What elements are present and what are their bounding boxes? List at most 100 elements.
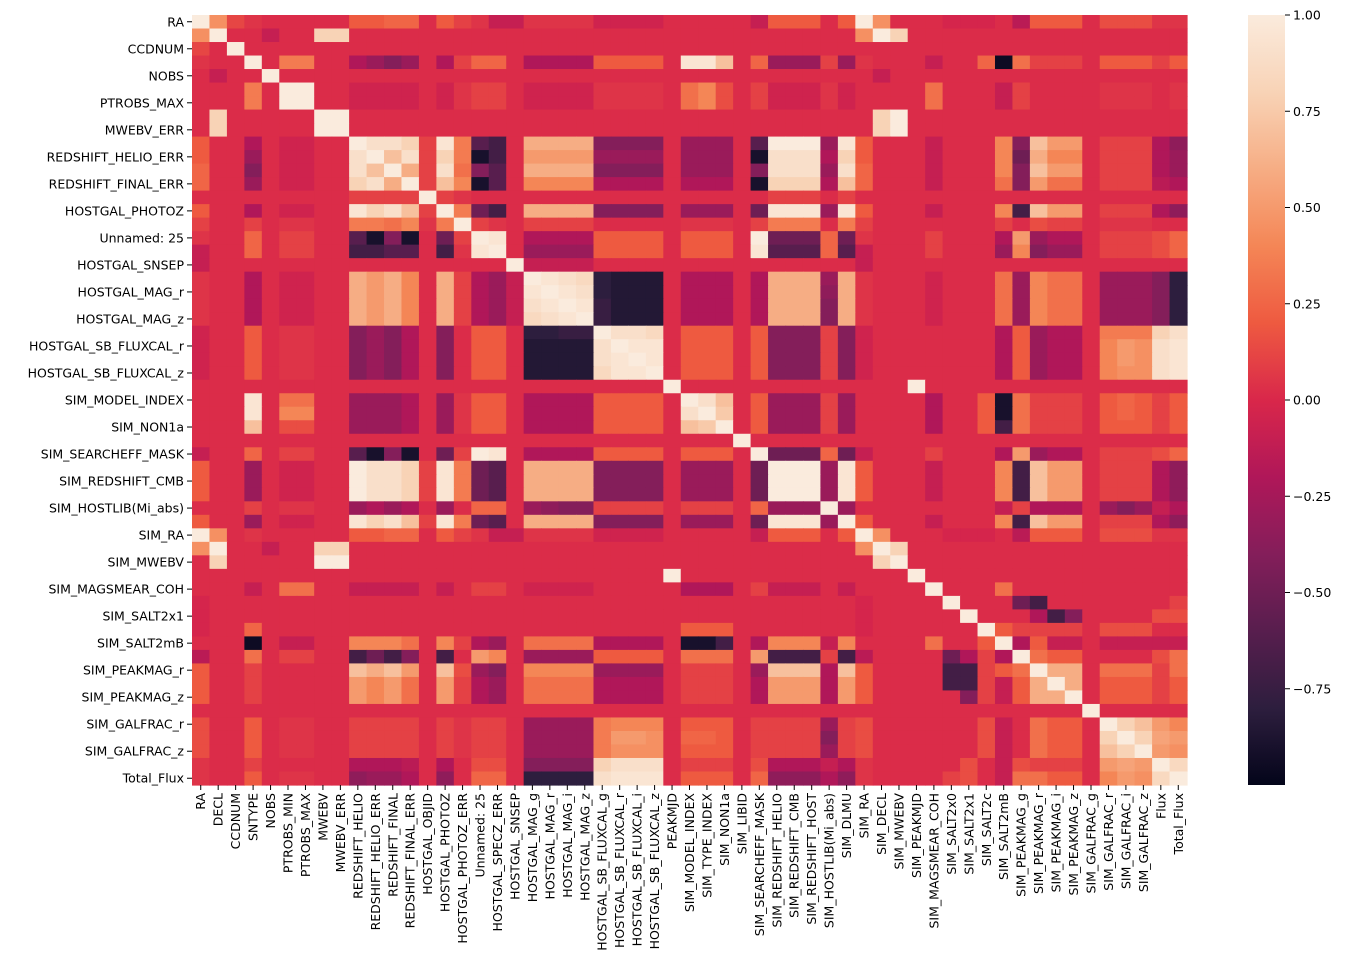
heatmap-cell	[401, 177, 420, 192]
heatmap-cell	[837, 352, 856, 367]
heatmap-cell	[331, 582, 350, 597]
heatmap-cell	[837, 123, 856, 138]
heatmap-cell	[820, 96, 839, 111]
heatmap-cell	[768, 298, 787, 313]
heatmap-cell	[663, 636, 682, 651]
heatmap-cell	[977, 703, 996, 719]
heatmap-cell	[872, 474, 891, 489]
heatmap-cell	[1117, 447, 1136, 462]
heatmap-cell	[279, 595, 298, 610]
heatmap-cell	[1169, 271, 1188, 286]
heatmap-cell	[192, 177, 211, 192]
heatmap-cell	[610, 568, 630, 583]
heatmap-cell	[715, 136, 734, 151]
heatmap-cell	[1152, 96, 1171, 111]
heatmap-cell	[1134, 568, 1153, 583]
heatmap-cell	[331, 150, 350, 165]
heatmap-cell	[750, 379, 769, 394]
heatmap-cell	[244, 28, 263, 43]
x-tick-label: SIM_HOSTLIB(Mi_abs)	[822, 793, 837, 928]
heatmap-cell	[942, 15, 961, 30]
heatmap-cell	[663, 271, 682, 286]
heatmap-cell	[453, 514, 472, 529]
heatmap-cell	[715, 231, 734, 246]
heatmap-cell	[541, 244, 560, 259]
heatmap-cell	[785, 325, 804, 340]
heatmap-cell	[715, 42, 734, 57]
heatmap-cell	[1012, 177, 1031, 192]
heatmap-cell	[994, 325, 1014, 340]
heatmap-cell	[453, 420, 472, 435]
heatmap-cell	[471, 555, 490, 570]
heatmap-cell	[576, 690, 595, 705]
heatmap-cell	[488, 595, 507, 610]
heatmap-cell	[593, 393, 612, 408]
heatmap-cell	[279, 663, 298, 678]
heatmap-cell	[925, 204, 944, 219]
heatmap-cell	[418, 258, 437, 273]
heatmap-cell	[820, 82, 839, 97]
heatmap-cell	[960, 244, 979, 259]
heatmap-cell	[1082, 690, 1101, 705]
heatmap-cell	[820, 298, 839, 313]
heatmap-cell	[488, 447, 507, 462]
heatmap-cell	[1082, 460, 1101, 475]
heatmap-cell	[593, 649, 612, 665]
heatmap-cell	[1064, 474, 1083, 489]
heatmap-cell	[1029, 555, 1048, 570]
heatmap-cell	[750, 420, 769, 435]
heatmap-cell	[558, 190, 577, 205]
x-tick-label: SIM_DECL	[874, 793, 889, 855]
heatmap-cell	[593, 15, 612, 30]
heatmap-cell	[715, 325, 734, 340]
heatmap-cell	[453, 541, 472, 556]
heatmap-cell	[1012, 703, 1031, 719]
heatmap-cell	[698, 433, 717, 448]
heatmap-cell	[1064, 231, 1083, 246]
heatmap-cell	[331, 177, 350, 192]
heatmap-cell	[1099, 28, 1118, 43]
heatmap-cell	[296, 82, 315, 97]
x-tick-label: RA	[193, 793, 208, 810]
heatmap-cell	[960, 528, 979, 543]
heatmap-cell	[244, 636, 263, 651]
y-tick-label: Total_Flux	[122, 771, 184, 786]
colorbar-tick-label: −0.25	[1293, 489, 1331, 504]
heatmap-cell	[418, 42, 437, 57]
heatmap-cell	[1047, 771, 1066, 786]
heatmap-cell	[279, 460, 298, 475]
heatmap-cell	[314, 460, 333, 475]
heatmap-cell	[1047, 420, 1066, 435]
heatmap-cell	[244, 123, 263, 138]
heatmap-cell	[802, 55, 822, 70]
heatmap-cell	[1082, 555, 1101, 570]
heatmap-cell	[994, 771, 1014, 786]
heatmap-cell	[628, 379, 647, 394]
heatmap-cell	[384, 285, 403, 300]
heatmap-cell	[890, 541, 909, 556]
heatmap-cell	[366, 433, 385, 448]
heatmap-cell	[331, 163, 350, 178]
heatmap-cell	[488, 82, 507, 97]
heatmap-cell	[418, 568, 437, 583]
heatmap-cell	[820, 528, 839, 543]
heatmap-cell	[593, 474, 612, 489]
heatmap-cell	[663, 474, 682, 489]
heatmap-cell	[1117, 582, 1136, 597]
heatmap-cell	[279, 231, 298, 246]
heatmap-cell	[366, 555, 385, 570]
heatmap-cell	[401, 393, 420, 408]
heatmap-cell	[733, 312, 752, 327]
heatmap-cell	[925, 420, 944, 435]
heatmap-cell	[1012, 609, 1031, 624]
heatmap-cell	[1029, 474, 1048, 489]
heatmap-cell	[750, 393, 769, 408]
heatmap-cell	[960, 595, 979, 610]
heatmap-cell	[192, 663, 211, 678]
heatmap-cell	[907, 150, 926, 165]
heatmap-cell	[994, 690, 1014, 705]
heatmap-cell	[925, 730, 944, 746]
heatmap-cell	[942, 123, 961, 138]
heatmap-cell	[418, 96, 437, 111]
heatmap-cell	[785, 447, 804, 462]
